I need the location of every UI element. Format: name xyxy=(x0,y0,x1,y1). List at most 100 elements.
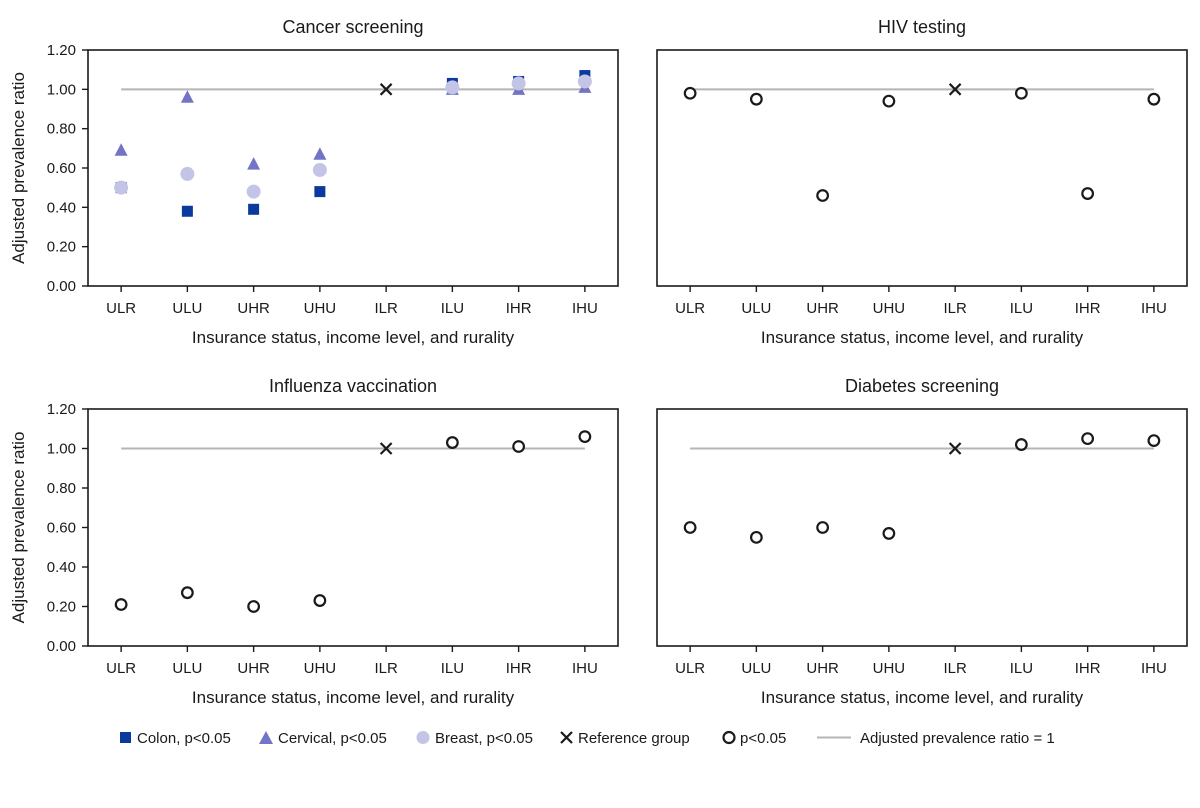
data-point-p-0-05-uhu xyxy=(882,94,896,108)
data-point-p-0-05-uhr xyxy=(816,189,830,202)
data-point-cervical-uhr xyxy=(247,157,261,170)
x-tick-label: ULU xyxy=(172,300,202,317)
panel-2: HIV testing ULR ULU UHR UHU ILR ILU IHR IHU Insur… xyxy=(656,17,1188,347)
x-tick-label: ULU xyxy=(172,660,202,677)
y-axis-label: Adjusted prevalence ratio xyxy=(9,432,28,624)
data-point-breast-ilu xyxy=(445,80,460,95)
panel-title: Diabetes screening xyxy=(845,376,999,396)
data-point-p-0-05-ihr xyxy=(512,440,526,453)
legend-breast-label: Breast, p<0.05 xyxy=(435,730,533,747)
data-point-p-0-05-ilu xyxy=(1014,86,1028,100)
data-point-cervical-uhu xyxy=(313,147,327,160)
y-tick-label: 0.00 xyxy=(47,638,76,655)
y-tick-label: 0.20 xyxy=(47,239,76,256)
data-point-p-0-05-ulr xyxy=(114,598,128,611)
x-tick-label: ULU xyxy=(741,660,771,677)
data-point-p-0-05-ulr xyxy=(683,86,697,100)
x-tick-label: IHU xyxy=(572,660,598,677)
y-tick-label: 0.00 xyxy=(47,278,76,295)
reference-group-marker xyxy=(379,83,393,96)
x-tick-label: ILU xyxy=(1010,300,1033,317)
data-point-colon-uhu xyxy=(314,186,326,198)
panel-title: Cancer screening xyxy=(282,17,423,37)
data-point-breast-ulr xyxy=(114,180,129,195)
reference-group-marker xyxy=(948,83,962,96)
y-tick-label: 1.20 xyxy=(47,42,76,59)
x-tick-label: ILU xyxy=(441,660,464,677)
reference-marker-stroke xyxy=(948,83,962,96)
x-tick-label: IHU xyxy=(1141,300,1167,317)
y-tick-label: 0.40 xyxy=(47,559,76,576)
data-point-breast-ulu xyxy=(180,166,195,181)
panel-1: Cancer screening 0.00 0.20 0.40 0.60 0.80 1.00… xyxy=(9,17,619,347)
legend-colon-label: Colon, p<0.05 xyxy=(137,730,231,747)
x-tick-label: UHU xyxy=(304,660,337,677)
x-tick-label: IHR xyxy=(506,300,532,317)
reference-marker-stroke xyxy=(379,442,393,455)
legend-p05-label: p<0.05 xyxy=(740,730,786,747)
data-point-colon-uhr xyxy=(248,203,260,215)
x-tick-label: ILU xyxy=(1010,660,1033,677)
x-tick-label: ILR xyxy=(943,660,967,677)
y-tick-label: 0.60 xyxy=(47,160,76,177)
data-point-breast-uhr xyxy=(246,184,261,199)
x-axis-label: Insurance status, income level, and rura… xyxy=(192,688,515,707)
data-point-p-0-05-ilu xyxy=(445,436,459,449)
x-tick-label: IHR xyxy=(1075,300,1101,317)
x-tick-label: ULR xyxy=(106,300,136,317)
x-tick-label: UHR xyxy=(237,660,270,677)
x-tick-label: ULU xyxy=(741,300,771,317)
legend-colon-square-icon xyxy=(120,732,131,743)
x-tick-label: ILR xyxy=(943,300,967,317)
legend-reference-label: Reference group xyxy=(578,730,690,747)
reference-marker-stroke xyxy=(379,83,393,96)
x-axis-label: Insurance status, income level, and rura… xyxy=(192,328,515,347)
x-tick-label: UHU xyxy=(873,300,906,317)
x-axis-label: Insurance status, income level, and rura… xyxy=(761,688,1084,707)
data-point-p-0-05-ulu xyxy=(749,530,763,544)
x-tick-label: IHR xyxy=(506,660,532,677)
x-tick-label: ILR xyxy=(374,660,398,677)
x-tick-label: IHU xyxy=(572,300,598,317)
data-point-breast-uhu xyxy=(312,162,327,177)
data-point-p-0-05-ulu xyxy=(180,586,194,600)
y-tick-label: 0.20 xyxy=(47,599,76,616)
legend: Colon, p<0.05 Cervical, p<0.05 Breast, p… xyxy=(120,730,1055,747)
plot-frame xyxy=(87,408,619,647)
x-tick-label: UHU xyxy=(873,660,906,677)
y-tick-label: 1.00 xyxy=(47,441,76,458)
data-point-p-0-05-ulu xyxy=(749,92,763,106)
data-point-p-0-05-ihu xyxy=(1147,434,1161,448)
x-tick-label: ILR xyxy=(374,300,398,317)
y-tick-label: 0.60 xyxy=(47,520,76,537)
x-axis-label: Insurance status, income level, and rura… xyxy=(761,328,1084,347)
legend-p05-circle-icon xyxy=(722,730,736,745)
y-tick-label: 1.00 xyxy=(47,81,76,98)
y-tick-label: 1.20 xyxy=(47,401,76,418)
data-point-p-0-05-ihu xyxy=(578,430,592,444)
panel-title: Influenza vaccination xyxy=(269,376,437,396)
x-tick-label: ILU xyxy=(441,300,464,317)
legend-cervical-triangle-icon xyxy=(259,731,273,744)
legend-cervical-label: Cervical, p<0.05 xyxy=(278,730,387,747)
plot-frame xyxy=(87,49,619,287)
data-point-colon-ulu xyxy=(181,205,193,217)
x-tick-label: ULR xyxy=(106,660,136,677)
x-tick-label: ULR xyxy=(675,660,705,677)
y-tick-label: 0.80 xyxy=(47,121,76,138)
y-tick-label: 0.40 xyxy=(47,199,76,216)
data-point-p-0-05-ihu xyxy=(1147,92,1161,106)
data-point-cervical-ulu xyxy=(180,90,194,103)
data-point-p-0-05-uhr xyxy=(816,521,830,534)
data-point-p-0-05-ihr xyxy=(1081,187,1095,200)
data-point-breast-ihr xyxy=(511,76,526,91)
legend-reference-x-icon xyxy=(560,731,573,744)
x-tick-label: UHU xyxy=(304,300,337,317)
legend-line-label: Adjusted prevalence ratio = 1 xyxy=(860,730,1055,747)
reference-group-marker xyxy=(948,442,962,455)
panel-title: HIV testing xyxy=(878,17,966,37)
reference-group-marker xyxy=(379,442,393,455)
data-point-breast-ihu xyxy=(577,74,592,89)
